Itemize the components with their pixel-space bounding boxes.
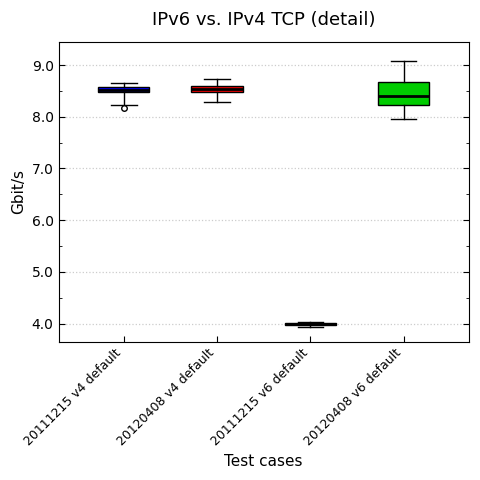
Y-axis label: Gbit/s: Gbit/s (11, 169, 26, 214)
PathPatch shape (98, 87, 149, 93)
Title: IPv6 vs. IPv4 TCP (detail): IPv6 vs. IPv4 TCP (detail) (152, 11, 375, 29)
PathPatch shape (192, 86, 243, 92)
X-axis label: Test cases: Test cases (225, 454, 303, 469)
PathPatch shape (378, 82, 429, 105)
PathPatch shape (285, 323, 336, 325)
